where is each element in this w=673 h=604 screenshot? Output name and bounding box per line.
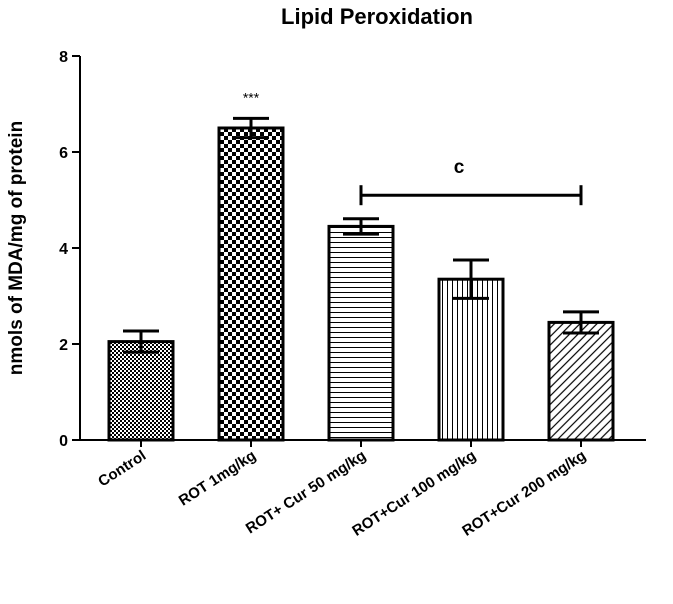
chart-title: Lipid Peroxidation — [281, 4, 473, 29]
x-tick-label: ROT 1mg/kg — [176, 447, 259, 509]
bar — [107, 340, 175, 442]
bars — [107, 116, 615, 447]
bar — [327, 224, 395, 442]
y-tick-label: 0 — [59, 433, 68, 450]
bar — [547, 320, 615, 442]
bar — [437, 277, 505, 442]
y-tick-label: 2 — [59, 337, 68, 354]
significance-marker: *** — [243, 89, 260, 105]
y-axis-label: nmols of MDA/mg of protein — [6, 121, 27, 375]
y-tick-label: 4 — [59, 241, 68, 258]
annotations: *** c — [243, 89, 583, 206]
y-axis-ticks: 0 2 4 6 8 — [59, 49, 80, 450]
y-tick-label: 6 — [59, 145, 68, 162]
y-tick-label: 8 — [59, 49, 68, 66]
x-tick-label: Control — [95, 447, 149, 490]
bar — [217, 126, 285, 442]
bracket-label: c — [454, 157, 465, 178]
